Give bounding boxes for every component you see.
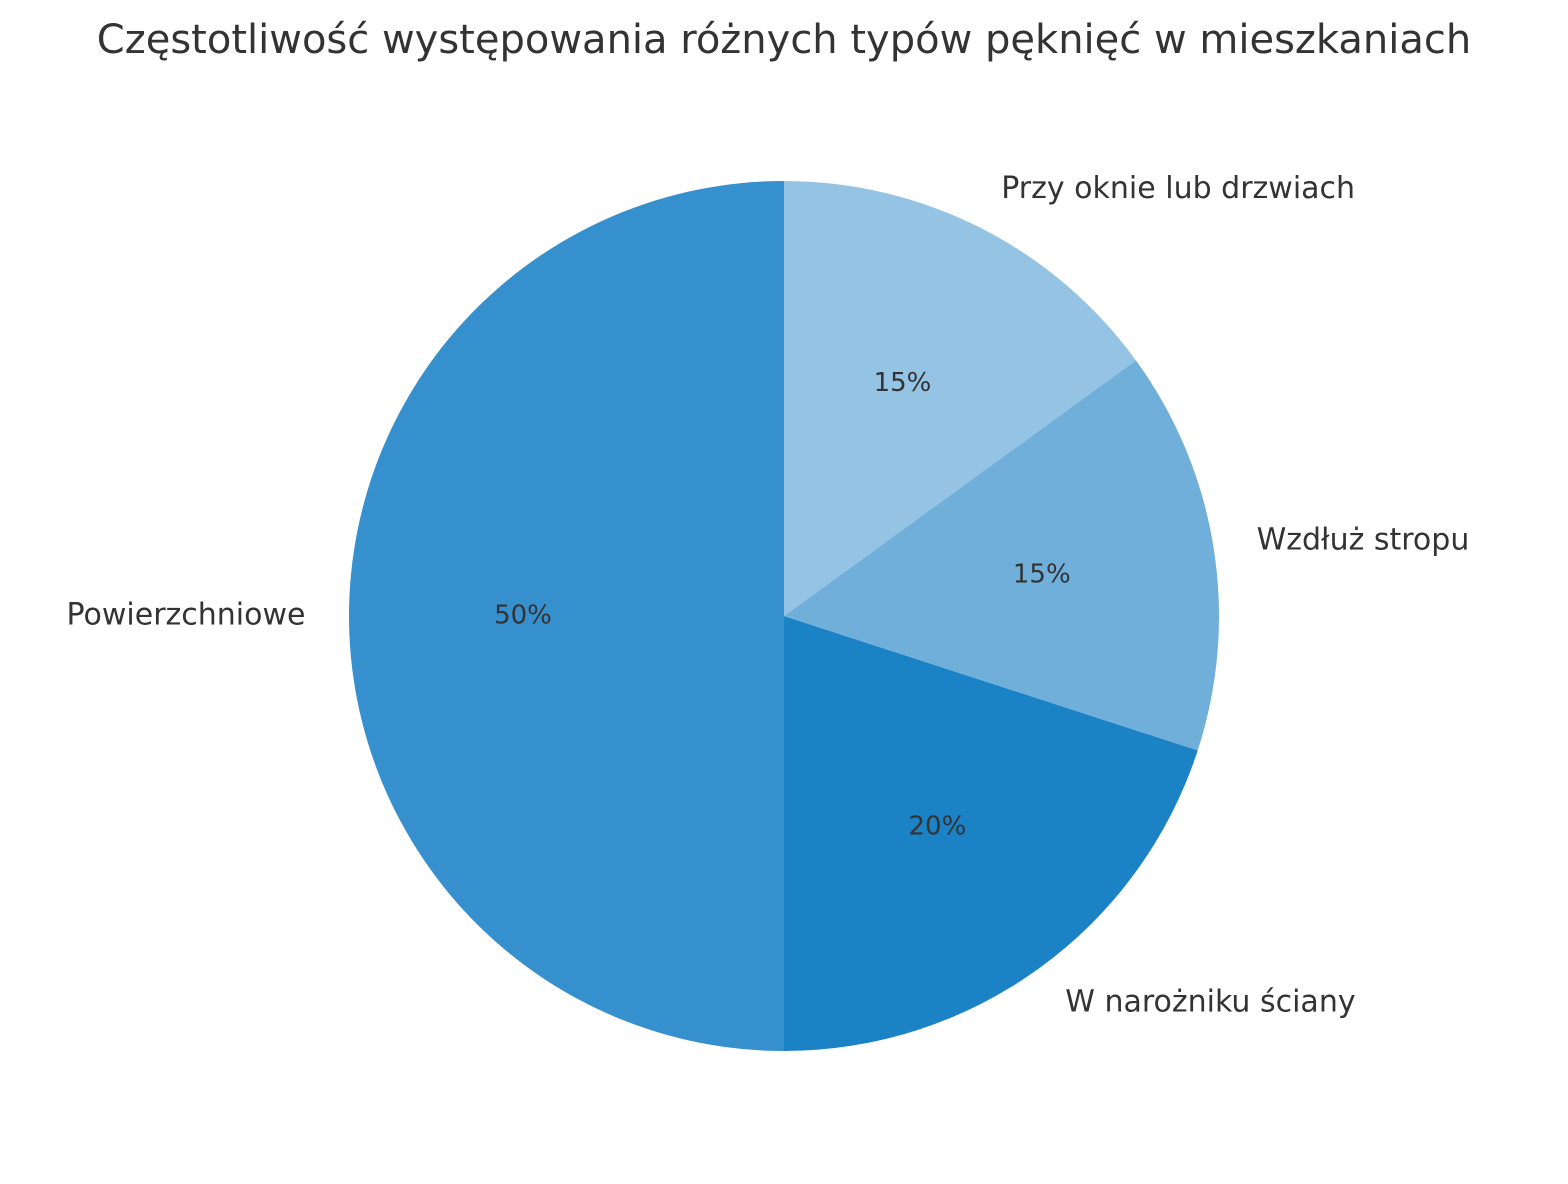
pie-slice (349, 181, 784, 1051)
pie-slice (784, 616, 1198, 1051)
slice-label: Wzdłuż stropu (1257, 523, 1470, 558)
slice-label: Przy oknie lub drzwiach (1001, 171, 1355, 206)
slice-label: W narożniku ściany (1065, 985, 1355, 1020)
value-label: 50% (494, 601, 552, 631)
value-label: 15% (1013, 560, 1071, 590)
pie-slice (784, 180, 1136, 616)
value-label: 15% (874, 368, 932, 398)
chart-title: Częstotliwość występowania różnych typów… (97, 17, 1471, 63)
value-label: 20% (909, 812, 967, 842)
slice-label: Powierzchniowe (67, 598, 306, 633)
pie-slice (784, 360, 1219, 751)
